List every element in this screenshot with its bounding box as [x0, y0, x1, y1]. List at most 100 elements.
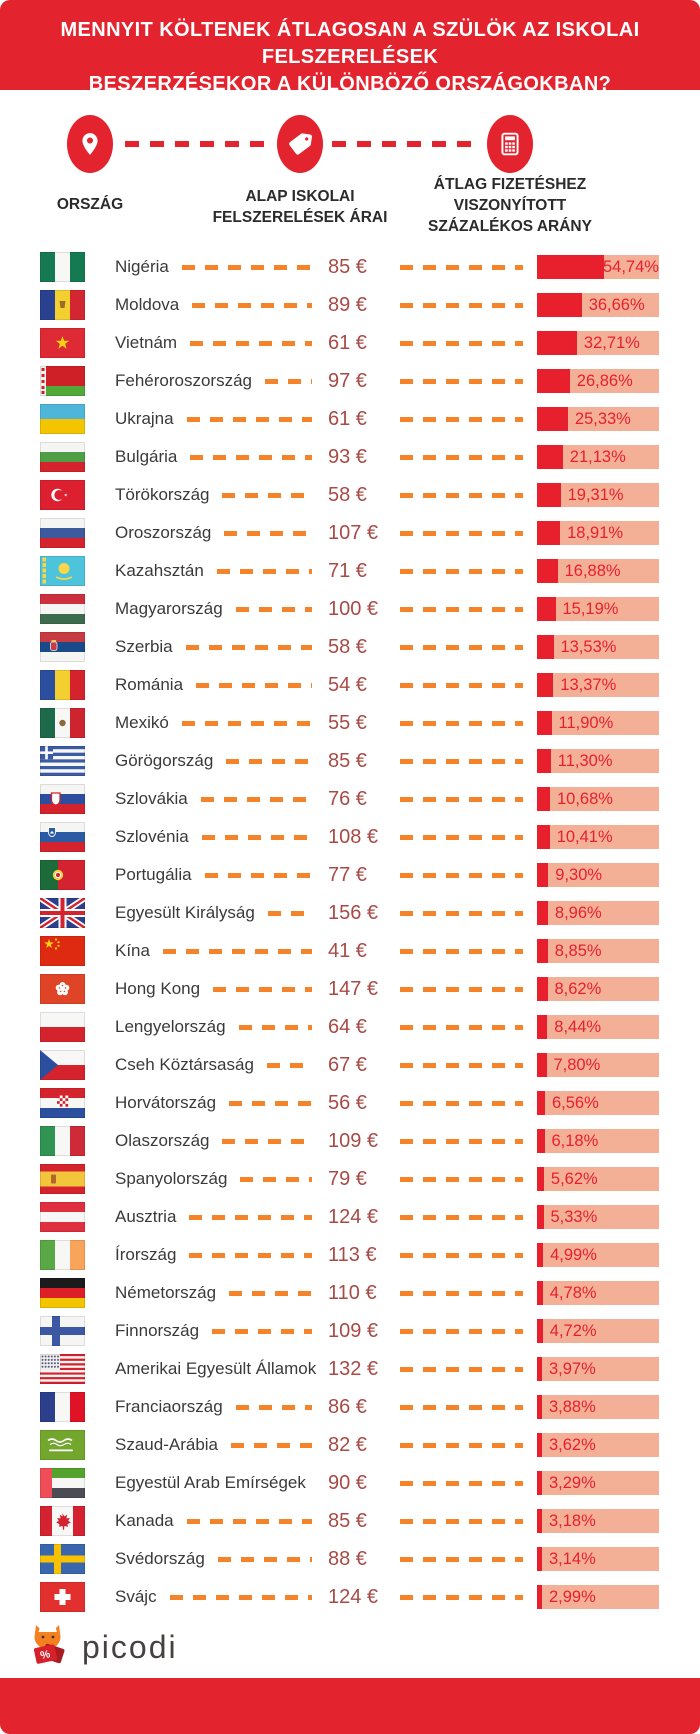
country-flag-icon — [40, 1316, 85, 1346]
percent-value: 13,37% — [560, 676, 617, 694]
country-cell: Szaud-Arábia — [115, 1435, 328, 1455]
dashed-line — [400, 568, 523, 574]
country-name: Szlovénia — [115, 827, 189, 846]
country-name: Portugália — [115, 865, 192, 884]
country-name: Ausztria — [115, 1207, 177, 1226]
table-row: Horvátország 56 € 6,56% — [0, 1084, 700, 1122]
country-cell: Finnország — [115, 1321, 328, 1341]
percent-value: 3,62% — [549, 1436, 596, 1454]
price-value: 100 € — [328, 597, 379, 620]
country-name: Franciaország — [115, 1397, 223, 1416]
country-cell: Szlovénia — [115, 827, 328, 847]
country-cell: Amerikai Egyesült Államok — [115, 1359, 328, 1379]
table-row: Szlovénia 108 € 10,41% — [0, 818, 700, 856]
percent-bar: 3,97% — [537, 1357, 659, 1381]
column-label-country: ORSZÁG — [56, 196, 124, 213]
country-cell: Szlovákia — [115, 789, 328, 809]
country-name: Kazahsztán — [115, 561, 204, 580]
country-name: Németország — [115, 1283, 217, 1302]
price-value: 90 € — [328, 1471, 367, 1494]
percent-bar: 10,68% — [537, 787, 659, 811]
percent-bar-fill — [537, 673, 554, 697]
dashed-line — [181, 720, 312, 726]
country-name: Spanyolország — [115, 1169, 228, 1188]
percent-value: 11,90% — [558, 714, 614, 732]
country-cell: Görögország — [115, 751, 328, 771]
percent-value: 21,13% — [569, 448, 626, 466]
country-flag-icon — [40, 1126, 85, 1156]
percent-value: 13,53% — [560, 638, 617, 656]
country-flag-icon — [40, 1278, 85, 1308]
price-value: 85 € — [328, 255, 367, 278]
table-row: Kazahsztán 71 € 16,88% — [0, 552, 700, 590]
percent-value: 4,78% — [549, 1284, 597, 1302]
dashed-line — [189, 1252, 312, 1258]
table-row: Svájc 124 € 2,99% — [0, 1578, 700, 1616]
dashed-line — [200, 796, 312, 802]
percent-value: 4,99% — [550, 1246, 597, 1264]
percent-value: 9,30% — [555, 866, 603, 884]
country-flag-icon — [40, 632, 85, 662]
page-title-line1: MENNYIT KÖLTENEK ÁTLAGOSAN A SZÜLÖK AZ I… — [60, 19, 640, 68]
header: MENNYIT KÖLTENEK ÁTLAGOSAN A SZÜLÖK AZ I… — [0, 0, 700, 95]
country-name: Írország — [115, 1245, 177, 1264]
table-row: Szaud-Arábia 82 € 3,62% — [0, 1426, 700, 1464]
percent-bar: 4,78% — [537, 1281, 659, 1305]
country-flag-icon — [40, 1354, 85, 1384]
dashed-line — [400, 1518, 523, 1524]
country-flag-icon — [40, 1202, 85, 1232]
percent-bar-fill — [537, 293, 582, 317]
country-cell: Ukrajna — [115, 409, 328, 429]
country-cell: Egyesült Királyság — [115, 903, 328, 923]
dashed-line — [400, 1480, 523, 1486]
country-flag-icon — [40, 708, 85, 738]
percent-bar: 5,62% — [537, 1167, 659, 1191]
percent-bar-fill — [537, 1091, 545, 1115]
country-flag-icon — [40, 1506, 85, 1536]
country-name: Cseh Köztársaság — [115, 1055, 254, 1074]
percent-bar: 54,74% — [537, 255, 659, 279]
percent-value: 25,33% — [574, 410, 631, 428]
country-flag-icon — [40, 936, 85, 966]
dashed-line — [229, 1100, 312, 1106]
percent-bar-fill — [537, 1471, 542, 1495]
country-name: Szlovákia — [115, 789, 188, 808]
country-cell: Svédország — [115, 1549, 328, 1569]
table-row: Írország 113 € 4,99% — [0, 1236, 700, 1274]
location-pin-icon — [67, 115, 113, 173]
price-value: 97 € — [328, 369, 367, 392]
percent-bar: 11,30% — [537, 749, 659, 773]
legend: ORSZÁG ALAP ISKOLAI FELSZERELÉSEK ÁRAI — [0, 90, 700, 248]
picodi-logo: % picodi — [0, 1616, 700, 1678]
price-value: 88 € — [328, 1547, 367, 1570]
table-row: Nigéria 85 € 54,74% — [0, 248, 700, 286]
table-row: Hong Kong 147 € 8,62% — [0, 970, 700, 1008]
price-value: 89 € — [328, 293, 367, 316]
country-flag-icon — [40, 442, 85, 472]
price-value: 147 € — [328, 977, 379, 1000]
country-cell: Kazahsztán — [115, 561, 328, 581]
country-flag-icon — [40, 328, 85, 358]
percent-bar-fill — [537, 1015, 548, 1039]
dashed-line — [212, 1328, 312, 1334]
percent-bar: 11,90% — [537, 711, 659, 735]
percent-value: 3,18% — [549, 1512, 596, 1530]
table-row: Oroszország 107 € 18,91% — [0, 514, 700, 552]
country-name: Vietnám — [115, 333, 178, 352]
percent-bar: 7,80% — [537, 1053, 659, 1077]
percent-bar-fill — [537, 521, 561, 545]
percent-value: 4,72% — [549, 1322, 597, 1340]
price-value: 54 € — [328, 673, 367, 696]
price-value: 58 € — [328, 635, 367, 658]
dashed-line — [213, 986, 312, 992]
dashed-line — [265, 378, 312, 384]
price-value: 41 € — [328, 939, 367, 962]
price-value: 61 € — [328, 331, 367, 354]
percent-bar-fill — [537, 1395, 542, 1419]
percent-bar-fill — [537, 1547, 542, 1571]
table-row: Magyarország 100 € 15,19% — [0, 590, 700, 628]
country-name: Horvátország — [115, 1093, 217, 1112]
percent-bar: 10,41% — [537, 825, 659, 849]
country-cell: Spanyolország — [115, 1169, 328, 1189]
percent-bar-fill — [537, 1243, 544, 1267]
